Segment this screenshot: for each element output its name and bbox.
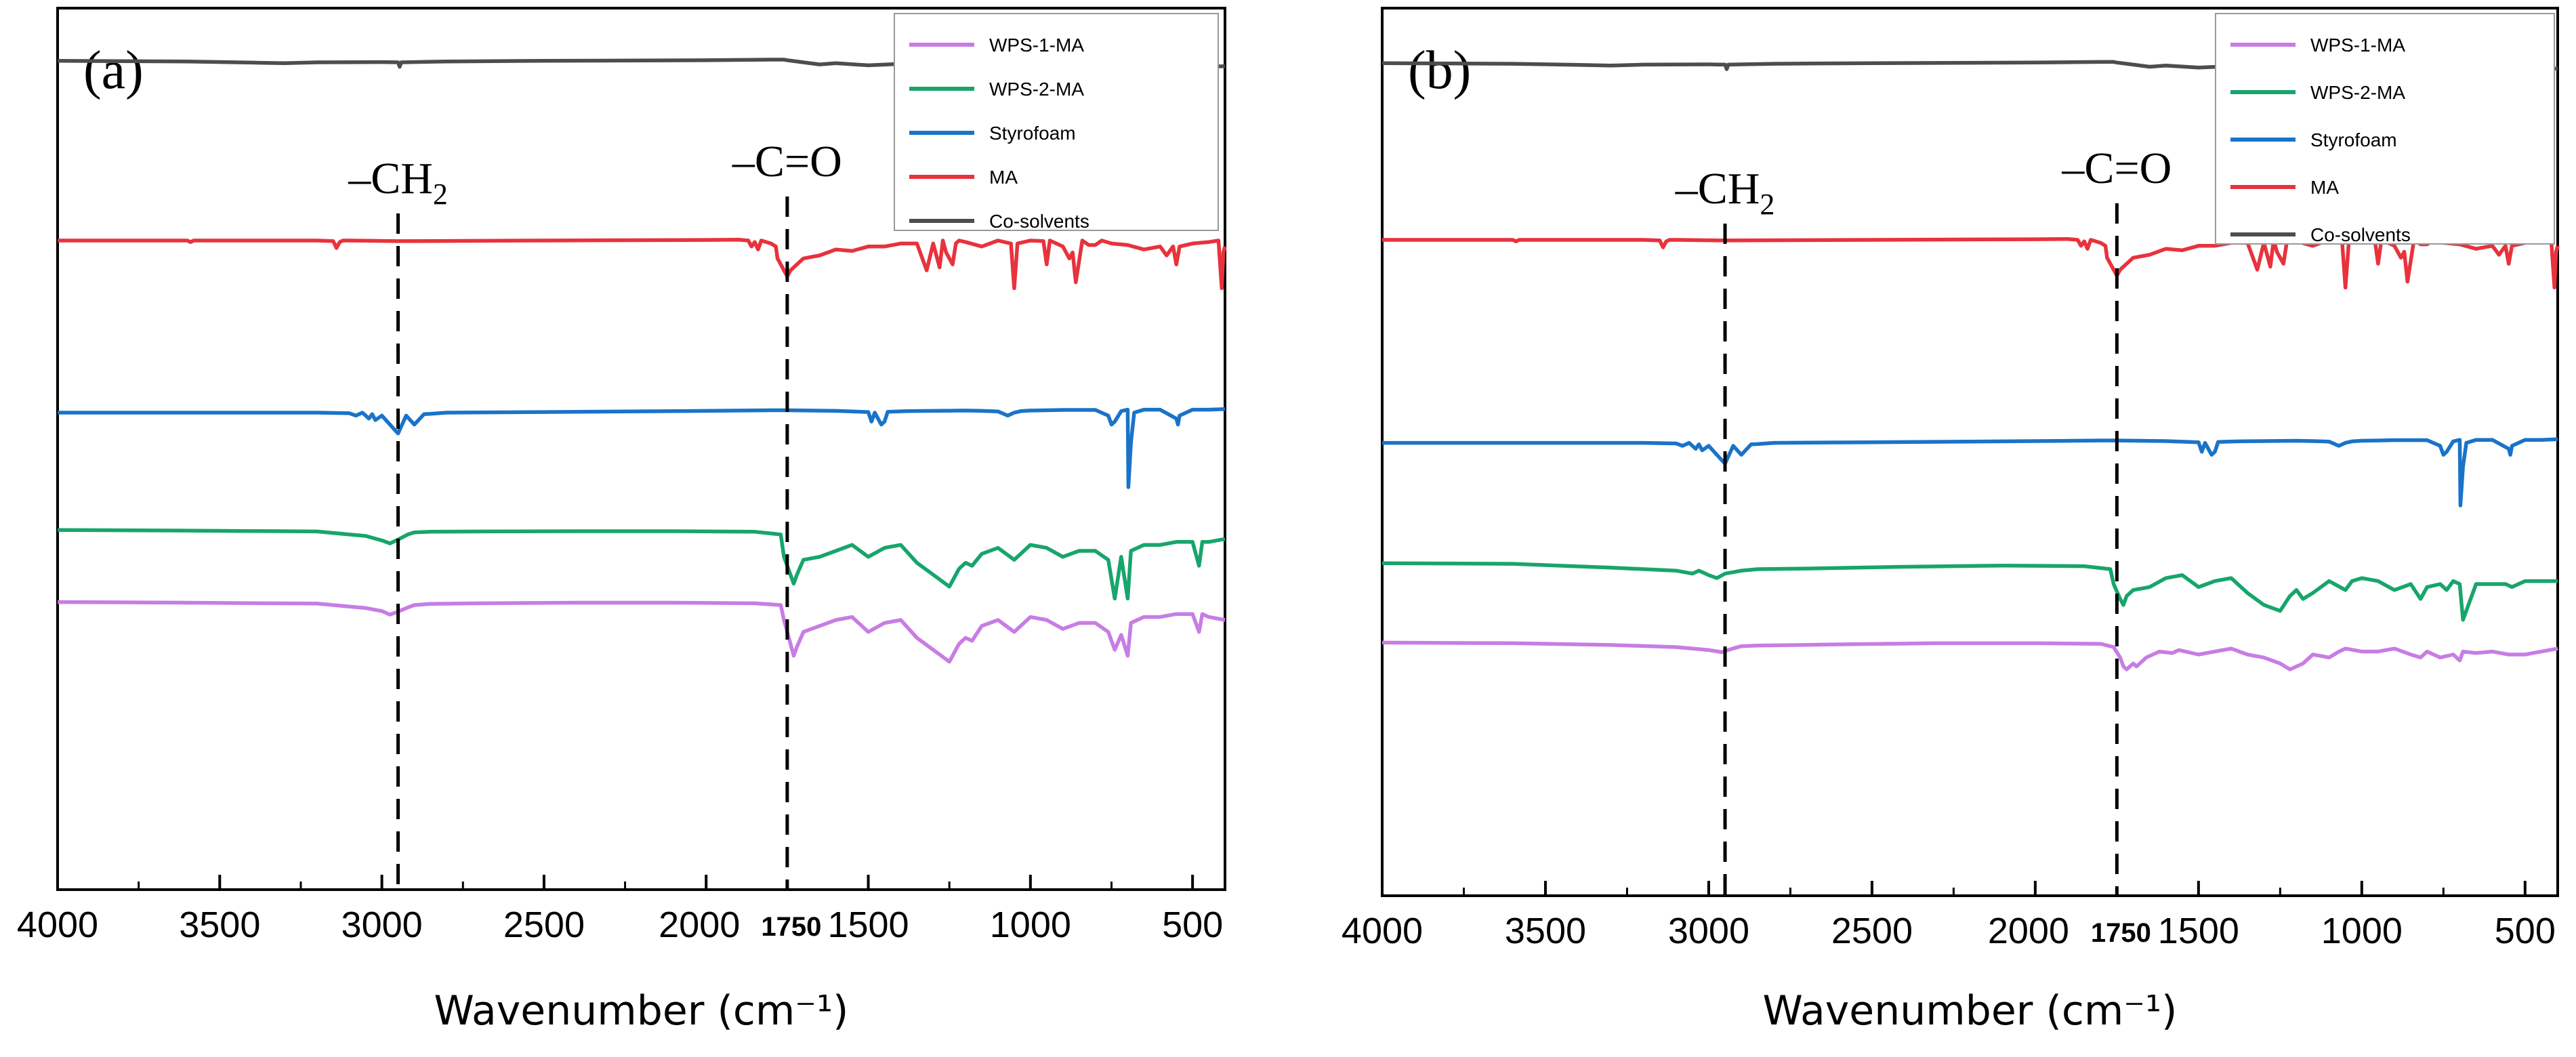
x-tick-label: 3500 <box>1505 911 1586 951</box>
annotation-label-co: –C=O <box>2061 144 2172 193</box>
legend: WPS-1-MA WPS-2-MA Styrofoam MA Co-solvents <box>2215 13 2555 245</box>
legend-label: MA <box>2310 177 2339 198</box>
series-line-ma <box>1382 236 2560 290</box>
series-line-wps-2-ma <box>1382 561 2558 622</box>
x-tick-label: 1500 <box>827 905 909 945</box>
legend-label: Styrofoam <box>989 123 1076 144</box>
x-tick-label: 2500 <box>503 905 585 945</box>
panel-label: (a) <box>83 41 144 100</box>
series-line-wps-2-ma <box>57 528 1226 601</box>
legend-box <box>894 13 1219 231</box>
legend: WPS-1-MA WPS-2-MA Styrofoam MA Co-solvents <box>894 13 1219 232</box>
x-tick-label: 3500 <box>179 905 260 945</box>
x-tick-label: 1500 <box>2158 911 2239 951</box>
x-tick-label: 4000 <box>1342 911 1423 951</box>
x-tick-label: 500 <box>1162 905 1223 945</box>
legend-label: WPS-2-MA <box>989 79 1084 100</box>
x-tick-label: 2000 <box>659 905 740 945</box>
series-line-styrofoam <box>1382 437 2558 507</box>
legend-label: MA <box>989 167 1018 188</box>
legend-label: WPS-1-MA <box>989 35 1084 56</box>
plot-frame <box>1381 7 2559 897</box>
panel-label: (b) <box>1408 41 1471 100</box>
series-line-ma <box>58 237 1227 291</box>
annotation-label-ch2: –CH2 <box>1675 164 1775 221</box>
series-line-wps-1-ma <box>1382 640 2558 671</box>
legend-label: Styrofoam <box>2310 129 2397 150</box>
annotation-label-ch2: –CH2 <box>348 154 448 211</box>
x-tick-label-1750: 1750 <box>2091 918 2151 948</box>
series-line-styrofoam <box>58 407 1226 489</box>
legend-label: WPS-2-MA <box>2310 82 2405 103</box>
x-tick-label: 4000 <box>17 905 98 945</box>
x-tick-label: 1000 <box>2321 911 2403 951</box>
x-tick-label: 500 <box>2495 911 2556 951</box>
annotation-label-co: –C=O <box>732 137 842 186</box>
legend-label: Co-solvents <box>989 211 1089 232</box>
chart-panel-a: 4000 3500 3000 2500 2000 1500 1000 500 1750 Waven… <box>17 7 1227 1035</box>
legend-box <box>2215 13 2555 245</box>
x-axis-label: Wavenumber (cm⁻¹) <box>434 987 849 1035</box>
x-tick-label: 2500 <box>1831 911 1913 951</box>
series-line-wps-1-ma <box>57 600 1226 664</box>
x-tick-label: 1000 <box>990 905 1071 945</box>
chart-panel-b: 4000 3500 3000 2500 2000 1500 1000 500 1750 Waven… <box>1342 7 2560 1035</box>
x-tick-label-1750: 1750 <box>761 912 821 942</box>
x-tick-label: 2000 <box>1988 911 2069 951</box>
legend-label: WPS-1-MA <box>2310 35 2405 56</box>
x-tick-label: 3000 <box>1668 911 1749 951</box>
x-axis-label: Wavenumber (cm⁻¹) <box>1763 987 2178 1035</box>
x-tick-label: 3000 <box>341 905 423 945</box>
legend-label: Co-solvents <box>2310 224 2411 245</box>
plot-frame <box>56 7 1226 891</box>
